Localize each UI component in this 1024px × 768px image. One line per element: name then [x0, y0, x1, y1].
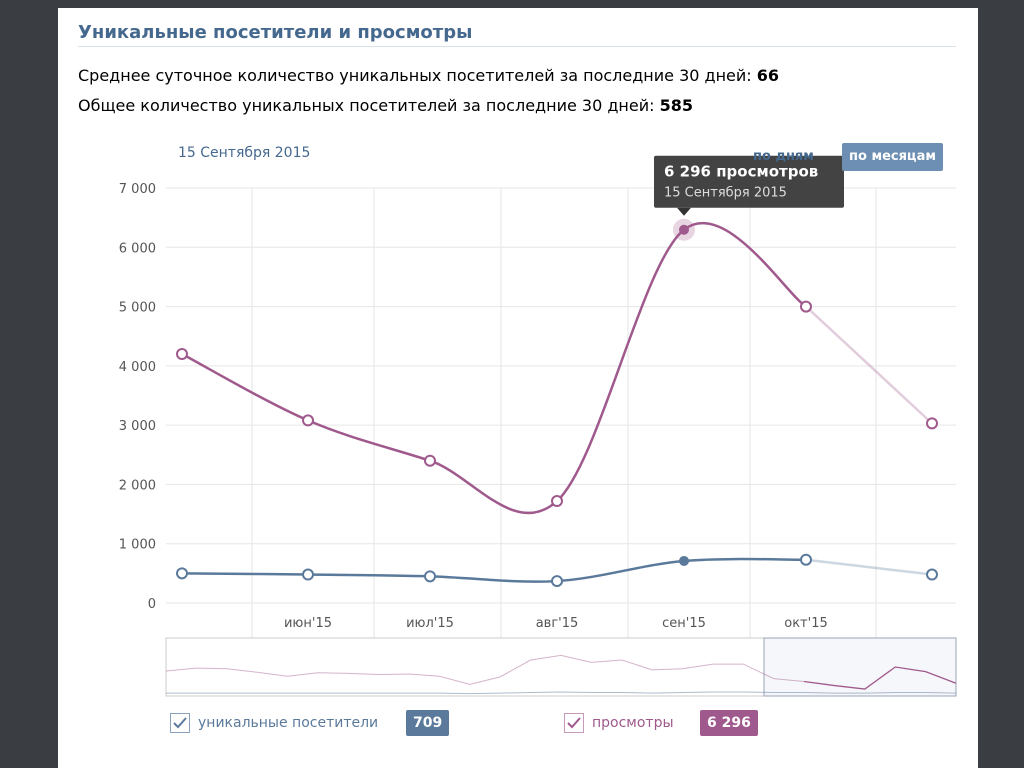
data-point: [551, 575, 563, 588]
navigator-visitors-line: [166, 691, 957, 695]
y-tick-label: 7 000: [119, 182, 156, 197]
tooltip-date: 15 Сентября 2015: [664, 186, 787, 201]
data-point: [551, 495, 563, 508]
series-line: [181, 557, 807, 583]
series-line: [181, 221, 807, 515]
data-point: [302, 414, 314, 427]
y-tick-label: 4 000: [119, 360, 156, 375]
x-tick-label: окт'15: [784, 616, 828, 631]
data-point: [424, 570, 436, 583]
y-tick-label: 3 000: [119, 419, 156, 434]
line-chart[interactable]: 0 1 000 2 000 3 000 4 000 5 000 6 000 7 000 июн'…: [119, 182, 956, 639]
y-tick-label: 2 000: [119, 478, 156, 493]
total-value: 585: [659, 96, 693, 115]
data-point: [800, 300, 812, 313]
series-line-projection: [805, 558, 933, 576]
page-title: Уникальные посетители и просмотры: [78, 22, 473, 43]
visitors-legend-label: уникальные посетители: [198, 715, 379, 731]
chart-svg: 0 1 000 2 000 3 000 4 000 5 000 6 000 7 000 июн'…: [119, 155, 957, 697]
views-checkbox[interactable]: [564, 713, 584, 733]
series-line-projection: [805, 305, 933, 425]
tooltip-value: 6 296 просмотров: [664, 163, 818, 181]
y-tick-label: 6 000: [119, 241, 156, 256]
data-point-active: [679, 224, 689, 235]
y-tick-label: 0: [148, 597, 156, 612]
total-label: Общее количество уникальных посетителей …: [78, 96, 655, 115]
views-legend-label: просмотры: [592, 715, 674, 731]
selected-date: 15 Сентября 2015: [178, 145, 311, 161]
views-total-badge: 6 296: [700, 710, 758, 736]
data-point: [176, 348, 188, 360]
navigator-views-line: [165, 654, 805, 685]
y-tick-label: 5 000: [119, 301, 156, 316]
navigator-views-line-selected: [803, 666, 957, 690]
x-tick-label: сен'15: [662, 616, 706, 631]
legend-item-visitors[interactable]: уникальные посетители: [170, 710, 378, 736]
total-stat: Общее количество уникальных посетителей …: [78, 96, 693, 115]
legend-item-views[interactable]: просмотры: [564, 710, 674, 736]
avg-daily-value: 66: [756, 66, 780, 85]
data-point: [176, 567, 188, 580]
data-point: [302, 568, 314, 581]
data-point: [800, 553, 812, 566]
tooltip-arrow: [677, 207, 691, 216]
avg-daily-stat: Среднее суточное количество уникальных п…: [78, 66, 779, 85]
tooltip-box: [654, 155, 844, 208]
title-divider: [78, 46, 956, 47]
chart-tooltip: 6 296 просмотров 15 Сентября 2015: [654, 155, 844, 216]
visitors-total-badge: 709: [406, 710, 450, 736]
chart-navigator[interactable]: [165, 637, 957, 697]
data-point: [926, 568, 938, 581]
data-point-active: [679, 555, 689, 566]
data-point: [926, 417, 938, 430]
x-tick-label: июл'15: [406, 616, 454, 631]
avg-daily-label: Среднее суточное количество уникальных п…: [78, 66, 752, 85]
by-days-button[interactable]: по дням: [753, 149, 814, 164]
y-tick-label: 1 000: [119, 538, 156, 553]
by-months-button[interactable]: по месяцам: [842, 143, 943, 171]
visitors-checkbox[interactable]: [170, 713, 190, 733]
stats-panel: Уникальные посетители и просмотры Средне…: [58, 8, 978, 768]
navigator-window: [763, 637, 957, 697]
data-point: [424, 454, 436, 467]
check-icon: [567, 717, 581, 729]
check-icon: [173, 717, 187, 729]
x-tick-label: авг'15: [536, 616, 579, 631]
x-tick-label: июн'15: [284, 616, 332, 631]
